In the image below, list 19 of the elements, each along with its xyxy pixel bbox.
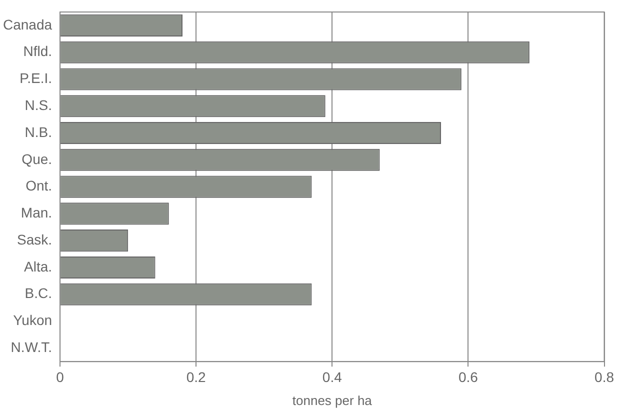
x-axis-title: tonnes per ha	[292, 392, 373, 408]
y-tick-label: N.S.	[24, 96, 52, 113]
y-tick-label: Canada	[2, 16, 52, 32]
y-tick-label: Que.	[22, 150, 52, 167]
x-tick-label: 0.6	[458, 368, 478, 385]
y-tick-label: Ont.	[26, 178, 52, 194]
x-tick-label: 0.2	[186, 368, 206, 385]
y-tick-label: Nfld.	[23, 43, 52, 60]
y-tick-label: N.B.	[24, 124, 52, 140]
y-tick-label: Alta.	[24, 258, 52, 274]
y-tick-label: N.W.T.	[10, 339, 52, 356]
x-tick-label: 0.4	[322, 368, 342, 385]
y-tick-label: Man.	[20, 204, 52, 221]
y-tick-label: Yukon	[13, 312, 52, 328]
y-tick-label: P.E.I.	[20, 70, 52, 86]
y-tick-label: B.C.	[24, 285, 52, 302]
x-tick-label: 0.8	[594, 368, 614, 385]
y-tick-label: Sask.	[17, 231, 52, 248]
x-tick-label: 0	[56, 368, 64, 385]
